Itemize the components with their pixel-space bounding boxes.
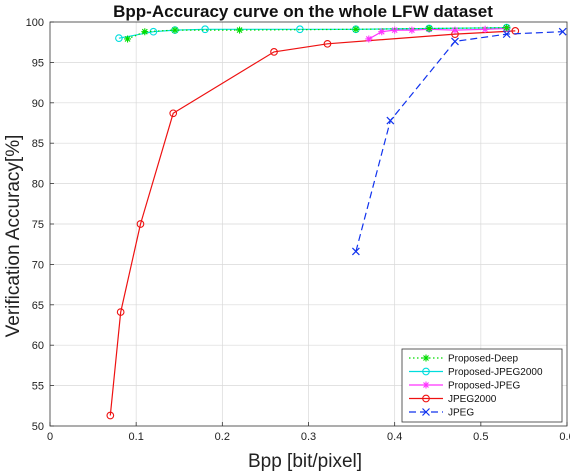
data-point xyxy=(323,39,332,48)
legend-marker xyxy=(422,394,430,403)
data-point xyxy=(365,35,373,43)
data-point xyxy=(169,109,178,118)
y-axis-label: Verification Accuracy[%] xyxy=(3,135,24,338)
legend-marker xyxy=(422,367,430,376)
series-line xyxy=(355,31,563,252)
data-point xyxy=(451,26,459,34)
legend-entry: JPEG xyxy=(409,408,474,419)
data-point xyxy=(236,26,244,34)
series-line xyxy=(109,30,516,416)
y-tick-label: 55 xyxy=(32,381,44,393)
y-tick-label: 100 xyxy=(26,17,44,29)
data-point xyxy=(391,26,399,34)
legend-marker xyxy=(422,381,430,389)
legend-marker xyxy=(422,354,430,362)
legend-entry: Proposed-JPEG2000 xyxy=(409,367,543,378)
y-tick-label: 50 xyxy=(32,421,44,433)
series-jpeg xyxy=(351,27,567,256)
legend-label: JPEG2000 xyxy=(448,394,497,405)
series-proposed-deep xyxy=(124,24,511,43)
data-point xyxy=(141,28,149,36)
data-point xyxy=(270,48,278,56)
data-point xyxy=(408,26,416,34)
data-point xyxy=(124,35,132,43)
data-point xyxy=(502,30,511,39)
x-tick-label: 0.5 xyxy=(473,431,488,443)
data-point xyxy=(386,116,395,125)
x-tick-label: 0.6 xyxy=(559,431,570,443)
data-point xyxy=(115,34,123,43)
data-point xyxy=(116,308,125,316)
data-point xyxy=(378,28,386,36)
data-point xyxy=(558,27,567,36)
data-point xyxy=(481,25,489,33)
x-axis-label: Bpp [bit/pixel] xyxy=(248,451,362,472)
data-point xyxy=(503,24,511,32)
legend-label: JPEG xyxy=(448,408,474,419)
legend-entry: Proposed-JPEG xyxy=(409,381,520,392)
data-point xyxy=(171,26,179,34)
y-tick-label: 90 xyxy=(32,98,44,110)
x-tick-label: 0.2 xyxy=(215,431,230,443)
data-point xyxy=(201,25,209,34)
chart-title: Bpp-Accuracy curve on the whole LFW data… xyxy=(113,2,493,21)
x-tick-label: 0.4 xyxy=(387,431,402,443)
data-point xyxy=(451,37,459,46)
series-group xyxy=(106,23,567,420)
data-point xyxy=(106,411,115,420)
y-tick-label: 75 xyxy=(32,219,44,231)
data-point xyxy=(352,25,360,33)
data-point xyxy=(425,24,433,32)
data-point xyxy=(136,220,145,228)
x-tick-label: 0.3 xyxy=(301,431,316,443)
y-tick-label: 95 xyxy=(32,57,44,69)
y-tick-label: 70 xyxy=(32,259,44,271)
legend-marker xyxy=(422,408,430,416)
y-tick-label: 60 xyxy=(32,340,44,352)
y-tick-label: 65 xyxy=(32,300,44,312)
data-point xyxy=(351,247,360,256)
legend-label: Proposed-Deep xyxy=(448,354,518,365)
series-proposed-jpeg xyxy=(365,24,511,43)
axis-ticks: 0 0.1 0.2 0.3 0.4 0.5 0.6 50 55 60 65 70 75 80 85 90 95 1… xyxy=(26,17,570,443)
legend-entry: JPEG2000 xyxy=(409,394,497,405)
legend-label: Proposed-JPEG2000 xyxy=(448,367,543,378)
legend-label: Proposed-JPEG xyxy=(448,381,520,392)
legend-entry: Proposed-Deep xyxy=(409,354,518,365)
x-tick-label: 0 xyxy=(47,431,53,443)
y-tick-label: 85 xyxy=(32,138,44,150)
legend: Proposed-Deep Proposed-JPEG2000 Proposed-J… xyxy=(401,348,563,423)
x-tick-label: 0.1 xyxy=(129,431,144,443)
grid xyxy=(50,22,567,426)
y-tick-label: 80 xyxy=(32,179,44,191)
